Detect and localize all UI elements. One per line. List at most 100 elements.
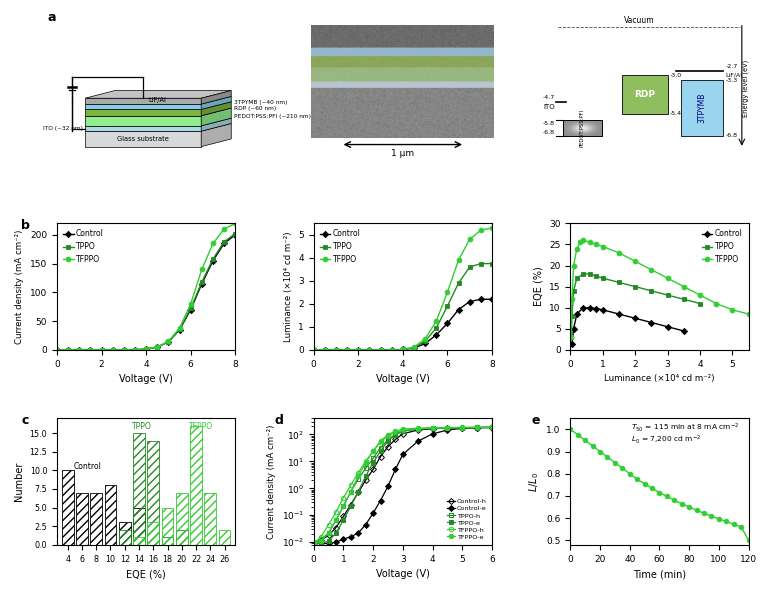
TFPPO <box>153 343 162 350</box>
Text: LiF/Al: LiF/Al <box>725 72 743 78</box>
TPPO-h <box>428 425 437 432</box>
TFPPO <box>569 262 578 269</box>
Control <box>208 257 217 264</box>
Control <box>198 280 207 287</box>
Control-e <box>317 540 326 547</box>
Control-h <box>398 431 407 438</box>
TPPO <box>647 287 656 294</box>
TFPPO-h <box>361 458 370 465</box>
Bar <box>133 537 145 545</box>
TFPPO-h <box>458 424 467 431</box>
Control <box>52 346 62 353</box>
TFPPO <box>614 249 623 256</box>
Polygon shape <box>85 104 201 110</box>
Control <box>614 310 623 317</box>
Bar <box>119 530 131 545</box>
TFPPO-e <box>428 424 437 431</box>
Polygon shape <box>85 118 231 126</box>
TFPPO <box>74 346 84 353</box>
TPPO-h <box>331 517 340 524</box>
Line: TPPO-h: TPPO-h <box>312 425 494 545</box>
Control-e <box>309 540 318 547</box>
TFPPO-h <box>383 432 392 439</box>
Text: -6.8: -6.8 <box>543 130 555 135</box>
TPPO-e <box>391 431 400 438</box>
TFPPO <box>631 258 640 265</box>
TFPPO-e <box>487 423 496 431</box>
Polygon shape <box>85 116 201 126</box>
Text: 3TPYMB (~40 nm): 3TPYMB (~40 nm) <box>233 101 287 105</box>
Control-e <box>383 482 392 489</box>
TPPO-e <box>361 473 370 480</box>
TFPPO <box>432 317 441 325</box>
TFPPO <box>220 226 229 233</box>
TFPPO-h <box>309 540 318 547</box>
TPPO-e <box>413 425 423 432</box>
TPPO-e <box>376 448 385 455</box>
Control <box>410 345 419 352</box>
TPPO-h <box>317 535 326 542</box>
Control <box>186 306 195 313</box>
TFPPO <box>487 224 496 231</box>
Text: e: e <box>531 415 540 428</box>
Bar <box>190 426 202 545</box>
Control-e <box>361 521 370 528</box>
TFPPO-h <box>443 424 452 431</box>
TFPPO <box>443 289 452 296</box>
Control <box>432 332 441 339</box>
TPPO <box>398 346 407 353</box>
TFPPO <box>420 335 429 342</box>
X-axis label: EQE (%): EQE (%) <box>126 569 166 579</box>
Text: Control: Control <box>74 462 101 471</box>
Control-h <box>339 513 348 520</box>
Control <box>320 346 329 353</box>
Text: LiF/Al: LiF/Al <box>148 97 166 103</box>
Line: TFPPO: TFPPO <box>312 226 494 352</box>
Control-e <box>473 424 482 431</box>
Control-h <box>331 524 340 531</box>
Line: TPPO: TPPO <box>569 272 702 340</box>
TPPO <box>353 346 363 353</box>
Polygon shape <box>201 124 231 147</box>
TFPPO-e <box>309 540 318 547</box>
Polygon shape <box>85 91 231 98</box>
Polygon shape <box>85 124 231 131</box>
TPPO <box>568 313 577 320</box>
TFPPO <box>663 274 672 282</box>
Control <box>420 340 429 347</box>
Control <box>663 323 672 330</box>
TPPO-h <box>369 455 378 462</box>
TFPPO <box>454 257 463 264</box>
TFPPO <box>231 220 240 227</box>
TPPO <box>64 346 73 353</box>
TPPO-e <box>347 502 356 509</box>
Control <box>465 298 474 305</box>
TPPO <box>175 326 184 333</box>
TPPO <box>52 346 62 353</box>
TPPO <box>376 346 385 353</box>
Y-axis label: Current density (mA cm⁻²): Current density (mA cm⁻²) <box>267 424 276 539</box>
TPPO <box>141 346 150 353</box>
TFPPO <box>186 300 195 307</box>
Control <box>64 346 73 353</box>
Control <box>119 346 128 353</box>
Bar <box>176 530 188 545</box>
Bar <box>681 80 724 136</box>
TPPO <box>679 296 689 303</box>
TFPPO-e <box>353 473 363 480</box>
Control-h <box>413 426 423 434</box>
Line: Control: Control <box>570 306 686 346</box>
X-axis label: Voltage (V): Voltage (V) <box>376 374 429 384</box>
Control-e <box>413 438 423 445</box>
TPPO <box>585 270 594 277</box>
TPPO <box>465 263 474 270</box>
Line: TPPO: TPPO <box>55 231 238 352</box>
Control-h <box>473 424 482 431</box>
TFPPO <box>477 227 486 234</box>
Y-axis label: $L/L_0$: $L/L_0$ <box>527 471 540 491</box>
Polygon shape <box>201 91 231 104</box>
TPPO <box>598 274 607 282</box>
TFPPO <box>353 346 363 353</box>
TFPPO <box>320 346 329 353</box>
Control <box>579 304 588 311</box>
